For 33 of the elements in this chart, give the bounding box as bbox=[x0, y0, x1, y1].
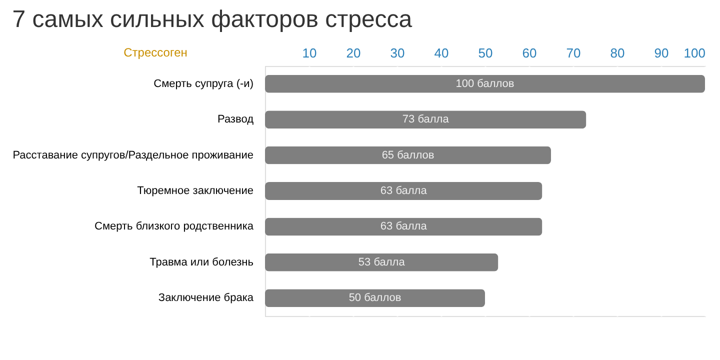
y-tick-label: Расставание супругов/Раздельное проживание bbox=[12, 149, 254, 162]
x-tick-label: 90 bbox=[654, 46, 669, 60]
x-tick-label: 40 bbox=[434, 46, 449, 60]
bar bbox=[265, 218, 542, 236]
y-tick-label: Травма или болезнь bbox=[150, 256, 254, 268]
bar bbox=[265, 74, 705, 93]
x-tick-label: 100 bbox=[684, 46, 706, 60]
bar bbox=[265, 182, 542, 200]
data-label: 50 баллов bbox=[348, 292, 402, 304]
data-label: 100 баллов bbox=[456, 78, 514, 90]
data-label: 53 балла bbox=[358, 256, 406, 268]
x-tick-label: 70 bbox=[566, 46, 581, 60]
bar bbox=[265, 289, 485, 308]
y-tick-label: Заключение брака bbox=[158, 292, 254, 304]
x-tick-label: 20 bbox=[346, 46, 361, 60]
x-tick-label: 10 bbox=[302, 46, 317, 60]
x-tick-label: 30 bbox=[390, 46, 405, 60]
y-tick-label: Смерть близкого родственника bbox=[94, 220, 254, 233]
x-tick-label: 60 bbox=[522, 46, 537, 60]
bar bbox=[265, 110, 586, 129]
data-label: 63 балла bbox=[380, 220, 428, 233]
y-tick-label: Тюремное заключение bbox=[137, 185, 254, 197]
data-label: 63 балла bbox=[380, 185, 428, 197]
chart-title: 7 самых сильных факторов стресса bbox=[12, 6, 413, 33]
x-tick-label: 50 bbox=[478, 46, 493, 60]
bar bbox=[265, 253, 498, 272]
x-tick-label: 80 bbox=[610, 46, 625, 60]
y-tick-label: Развод bbox=[217, 114, 254, 126]
data-label: 73 балла bbox=[402, 114, 450, 126]
y-tick-label: Смерть супруга (-и) bbox=[154, 78, 254, 90]
data-label: 65 баллов bbox=[382, 149, 434, 162]
y-axis-title: Стрессоген bbox=[124, 46, 188, 60]
bar bbox=[265, 146, 551, 164]
